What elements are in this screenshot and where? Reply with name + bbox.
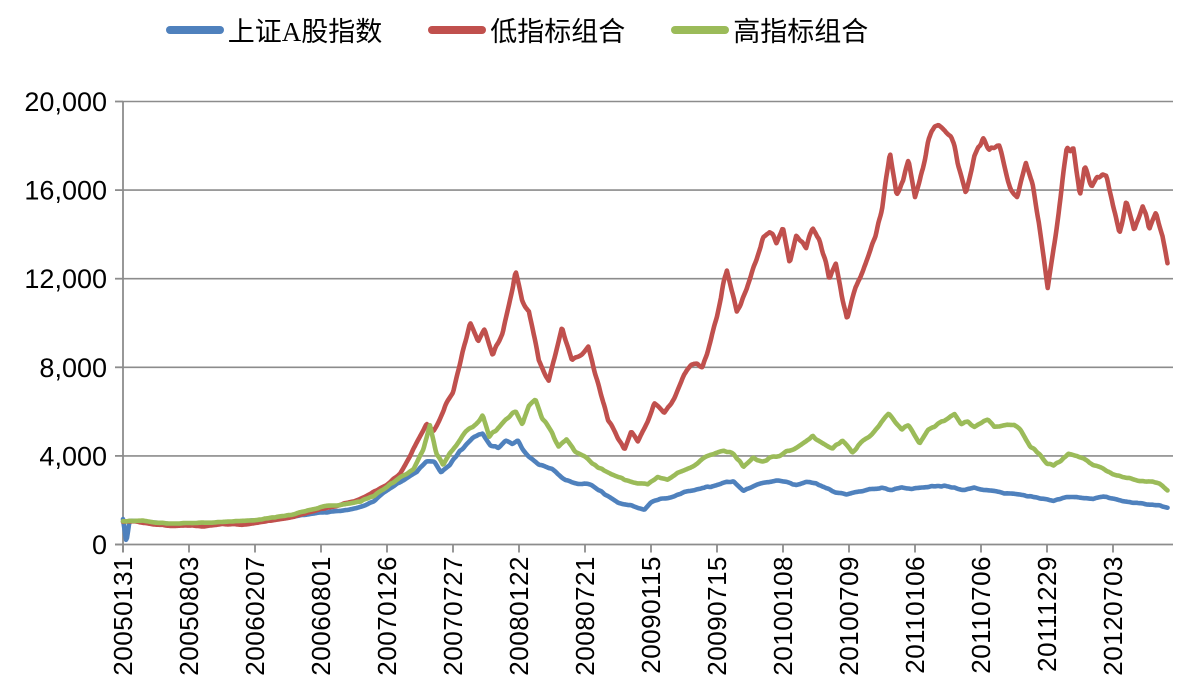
y-tick-label: 8,000 [39, 353, 107, 383]
y-tick-label: 20,000 [24, 87, 107, 117]
y-tick-label: 16,000 [24, 176, 107, 206]
x-tick-label: 20110106 [900, 556, 930, 674]
x-tick-label: 20110706 [966, 556, 996, 674]
legend-label: 高指标组合 [733, 17, 869, 47]
x-tick-label: 20080122 [504, 556, 534, 676]
x-tick-label: 20120703 [1098, 556, 1128, 676]
y-tick-label: 4,000 [39, 441, 107, 471]
x-tick-label: 20090115 [636, 556, 666, 674]
x-tick-label: 20090715 [702, 556, 732, 676]
legend-marker-line-red [428, 25, 487, 34]
legend-label: 低指标组合 [490, 17, 626, 47]
x-tick-label: 20100108 [768, 556, 798, 676]
x-tick-label: 20080721 [570, 556, 600, 676]
legend-label: 上证A股指数 [227, 17, 383, 47]
series-line-0 [120, 431, 1170, 543]
legend-marker-line-blue [165, 25, 224, 34]
y-tick-label: 12,000 [24, 264, 107, 294]
x-tick-label: 20070727 [438, 556, 468, 676]
series-line-1 [120, 122, 1170, 529]
x-tick-label: 20100709 [834, 556, 864, 676]
x-tick-label: 20070126 [372, 556, 402, 676]
x-tick-label: 20060207 [240, 556, 270, 676]
legend-marker-line-green [671, 25, 730, 34]
legend-item-high-indicator-portfolio: 高指标组合 [671, 10, 868, 49]
x-tick-label: 20050131 [108, 556, 138, 676]
y-tick-label: 0 [92, 530, 107, 560]
series-line-2 [120, 397, 1170, 526]
x-tick-label: 20111229 [1032, 556, 1062, 672]
x-tick-label: 20060801 [306, 556, 336, 676]
legend-item-low-indicator-portfolio: 低指标组合 [428, 10, 625, 49]
legend-item-shanghai-a-index: 上证A股指数 [165, 10, 383, 49]
x-tick-label: 20050803 [174, 556, 204, 676]
chart-legend: 上证A股指数 低指标组合 高指标组合 [0, 10, 1108, 49]
